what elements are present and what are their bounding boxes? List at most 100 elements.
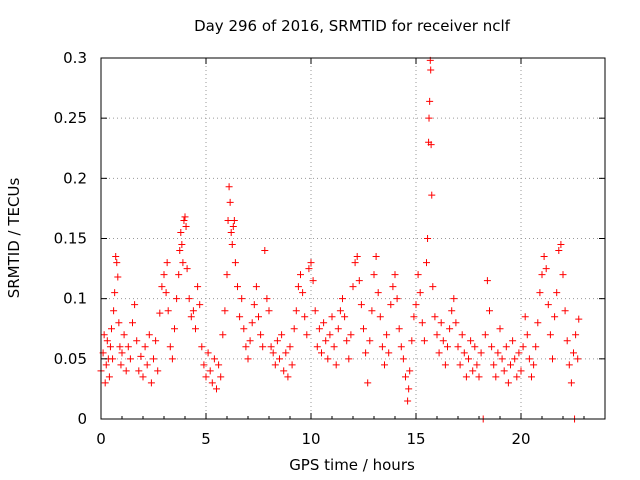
data-point xyxy=(320,319,328,327)
data-point xyxy=(376,313,384,321)
data-point xyxy=(509,337,517,345)
data-point xyxy=(315,325,323,333)
data-point xyxy=(200,361,208,369)
data-point xyxy=(189,307,197,315)
data-point xyxy=(182,222,190,230)
data-point xyxy=(492,373,500,381)
data-point xyxy=(273,337,281,345)
data-point xyxy=(504,379,512,387)
data-point xyxy=(433,331,441,339)
data-point xyxy=(328,313,336,321)
data-point xyxy=(439,337,447,345)
data-point xyxy=(465,355,472,363)
data-point xyxy=(147,379,155,387)
data-point xyxy=(370,271,378,279)
data-point xyxy=(194,283,202,291)
data-point xyxy=(228,241,236,249)
data-point xyxy=(227,228,235,236)
data-point xyxy=(301,313,309,321)
data-point xyxy=(257,331,265,339)
data-point xyxy=(423,259,430,267)
data-point xyxy=(290,325,298,333)
chart-title: Day 296 of 2016, SRMTID for receiver ncl… xyxy=(194,17,511,35)
data-point xyxy=(490,361,498,369)
data-point xyxy=(112,253,120,261)
data-point xyxy=(557,241,565,249)
data-point xyxy=(572,331,580,339)
data-point xyxy=(198,343,206,351)
data-point xyxy=(240,325,248,333)
data-point xyxy=(139,373,147,381)
data-point xyxy=(408,337,416,345)
data-point xyxy=(154,367,162,375)
data-point xyxy=(381,361,388,369)
tick-labels: 0 0.05 0.1 0.15 0.2 0.25 0.3 0 5 10 15 20 xyxy=(54,49,531,448)
data-point xyxy=(418,319,426,327)
data-point xyxy=(469,367,477,375)
data-point xyxy=(431,313,439,321)
data-point xyxy=(305,265,313,273)
data-point xyxy=(486,307,493,315)
data-point xyxy=(145,331,153,339)
data-point xyxy=(180,216,188,224)
data-point xyxy=(318,349,325,357)
y-tick-label: 0.2 xyxy=(63,169,87,187)
data-point xyxy=(286,343,294,351)
data-point xyxy=(246,337,254,345)
data-point xyxy=(450,295,458,303)
data-point xyxy=(307,259,315,267)
data-point xyxy=(351,259,359,267)
data-point xyxy=(406,367,414,375)
data-point xyxy=(360,325,367,333)
data-point xyxy=(267,343,275,351)
data-point xyxy=(494,349,502,357)
data-point xyxy=(206,367,214,375)
data-point xyxy=(561,307,569,315)
data-point xyxy=(114,273,122,281)
data-point xyxy=(563,337,571,345)
data-point xyxy=(536,289,544,297)
data-point xyxy=(513,373,521,381)
data-point xyxy=(345,355,353,363)
data-point xyxy=(150,355,157,363)
data-point xyxy=(540,253,548,261)
x-axis-label: GPS time / hours xyxy=(289,456,415,474)
x-tick-label: 0 xyxy=(96,430,106,448)
data-point xyxy=(103,337,111,345)
data-point xyxy=(404,397,412,405)
data-point xyxy=(120,331,128,339)
data-point xyxy=(226,198,234,206)
data-point xyxy=(234,283,241,291)
data-point xyxy=(156,309,164,317)
data-point xyxy=(502,343,510,351)
data-point xyxy=(311,307,319,315)
data-point xyxy=(402,373,409,381)
x-tick-label: 20 xyxy=(511,430,530,448)
data-point xyxy=(387,301,395,309)
data-point xyxy=(426,97,434,105)
data-point xyxy=(496,325,504,333)
data-point xyxy=(448,307,456,315)
data-point xyxy=(109,355,117,363)
data-point xyxy=(208,379,216,387)
data-point xyxy=(385,349,393,357)
data-point xyxy=(284,373,292,381)
data-point xyxy=(178,241,186,249)
data-point xyxy=(471,343,479,351)
data-point xyxy=(100,331,108,339)
data-point xyxy=(575,315,583,323)
data-points xyxy=(97,56,583,423)
data-point xyxy=(126,355,134,363)
data-point xyxy=(427,66,435,74)
y-axis-label: SRMTID / TECUs xyxy=(5,178,23,299)
data-point xyxy=(303,331,311,339)
data-point xyxy=(378,343,386,351)
data-point xyxy=(477,349,485,357)
data-point xyxy=(265,307,273,315)
data-point xyxy=(163,259,171,267)
data-point xyxy=(141,343,149,351)
data-point xyxy=(395,325,403,333)
data-point xyxy=(416,289,424,297)
data-point xyxy=(511,355,519,363)
